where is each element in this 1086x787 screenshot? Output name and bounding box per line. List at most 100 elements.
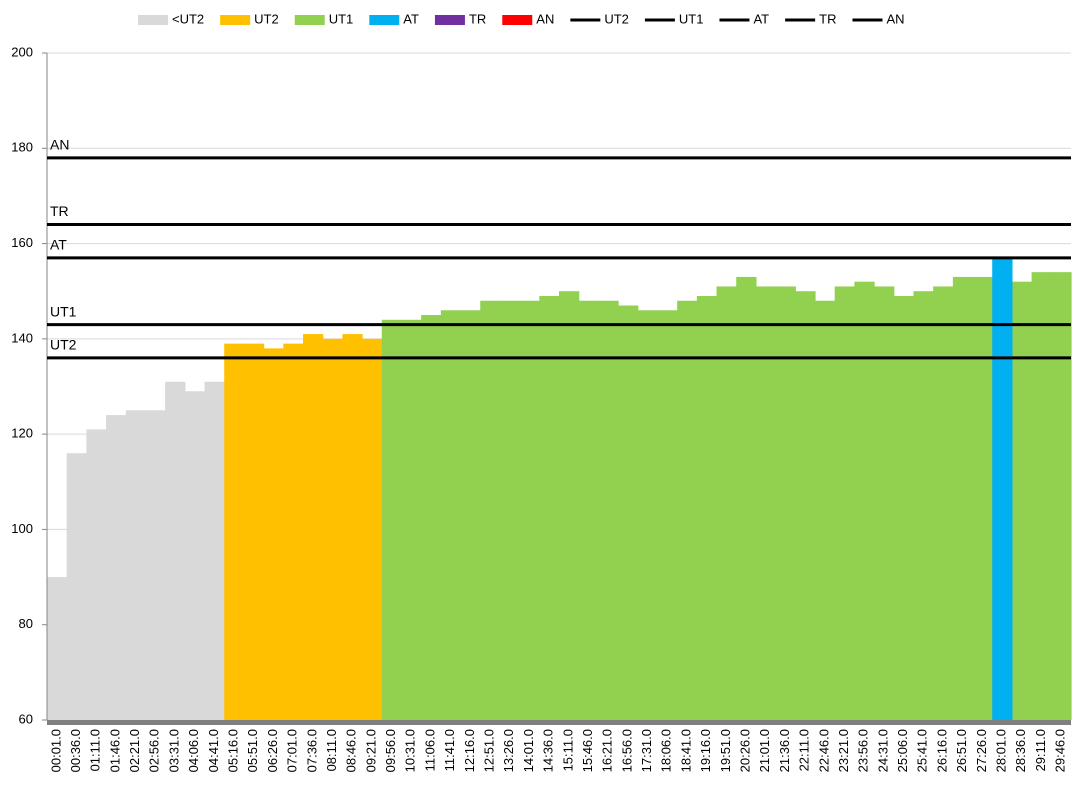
x-tick-label: 26:16.0 xyxy=(934,729,949,772)
x-tick-label: 19:16.0 xyxy=(698,729,713,772)
bar xyxy=(184,391,206,720)
y-tick-label: 100 xyxy=(11,521,33,536)
legend-label: <UT2 xyxy=(172,11,204,26)
legend-swatch xyxy=(369,15,400,25)
bar xyxy=(893,295,915,720)
bar xyxy=(499,300,521,720)
x-tick-label: 20:26.0 xyxy=(738,729,753,772)
bar xyxy=(874,286,895,720)
bar xyxy=(165,381,186,720)
bar xyxy=(86,429,107,720)
legend-label: TR xyxy=(469,11,486,26)
bar xyxy=(519,300,540,720)
x-tick-label: 28:01.0 xyxy=(994,729,1009,772)
bar xyxy=(204,381,225,720)
bar xyxy=(1011,281,1033,720)
x-tick-label: 25:06.0 xyxy=(895,729,910,772)
x-tick-label: 10:31.0 xyxy=(403,729,418,772)
x-tick-label: 18:06.0 xyxy=(659,729,674,772)
y-tick-label: 60 xyxy=(19,711,33,726)
bar xyxy=(66,453,87,720)
bar xyxy=(815,300,836,720)
x-tick-label: 15:46.0 xyxy=(580,729,595,772)
x-tick-label: 07:01.0 xyxy=(285,729,300,772)
x-tick-label: 11:41.0 xyxy=(442,729,457,771)
legend-label: TR xyxy=(819,11,836,26)
bar xyxy=(1031,272,1052,720)
x-tick-label: 11:06.0 xyxy=(422,729,437,771)
x-tick-label: 29:46.0 xyxy=(1053,729,1068,772)
x-tick-label: 21:36.0 xyxy=(777,729,792,772)
bar xyxy=(952,276,974,720)
bar xyxy=(657,310,678,720)
legend-label: AT xyxy=(753,11,769,26)
bar xyxy=(106,415,127,720)
legend-swatch xyxy=(502,15,533,25)
y-tick-label: 160 xyxy=(11,235,33,250)
threshold-label: AN xyxy=(50,137,69,153)
x-tick-label: 09:21.0 xyxy=(363,729,378,772)
x-tick-label: 14:36.0 xyxy=(541,729,556,772)
x-tick-label: 18:41.0 xyxy=(678,729,693,772)
y-tick-label: 140 xyxy=(11,330,33,345)
bar xyxy=(913,291,934,720)
bar xyxy=(795,291,816,720)
legend-label: AN xyxy=(886,11,904,26)
bar xyxy=(598,300,619,720)
bar xyxy=(480,300,501,720)
bar xyxy=(539,295,560,720)
bar xyxy=(716,286,737,720)
legend-label: UT1 xyxy=(329,11,354,26)
x-tick-label: 23:21.0 xyxy=(836,729,851,772)
bar xyxy=(696,295,718,720)
bar xyxy=(834,286,855,720)
x-tick-label: 09:56.0 xyxy=(383,729,398,772)
x-tick-label: 22:11.0 xyxy=(797,729,812,771)
x-tick-label: 04:06.0 xyxy=(186,729,201,772)
legend-label: AN xyxy=(536,11,554,26)
threshold-label: UT1 xyxy=(50,303,77,319)
x-tick-label: 23:56.0 xyxy=(856,729,871,772)
bar xyxy=(854,281,875,720)
bar xyxy=(362,338,383,720)
bar xyxy=(755,286,777,720)
bar xyxy=(243,343,265,720)
x-tick-label: 00:36.0 xyxy=(68,729,83,772)
legend-swatch xyxy=(434,15,465,25)
x-tick-label: 29:11.0 xyxy=(1033,729,1048,771)
bar xyxy=(401,319,422,720)
legend-label: AT xyxy=(403,11,419,26)
bar xyxy=(125,410,147,720)
bar xyxy=(224,343,245,720)
bar xyxy=(283,343,304,720)
threshold-label: TR xyxy=(50,203,69,219)
bar xyxy=(618,305,639,720)
bar xyxy=(578,300,599,720)
x-tick-label: 08:46.0 xyxy=(344,729,359,772)
x-tick-label: 06:26.0 xyxy=(265,729,280,772)
bar xyxy=(992,257,1013,720)
bar xyxy=(381,319,403,720)
bar xyxy=(933,286,954,720)
x-tick-label: 07:36.0 xyxy=(304,729,319,772)
y-tick-label: 180 xyxy=(11,140,33,155)
bar xyxy=(322,338,343,720)
x-tick-label: 04:41.0 xyxy=(206,729,221,772)
x-tick-label: 02:21.0 xyxy=(127,729,142,772)
x-tick-label: 15:11.0 xyxy=(560,729,575,771)
x-tick-label: 08:11.0 xyxy=(324,729,339,771)
bar xyxy=(775,286,796,720)
x-tick-label: 05:16.0 xyxy=(226,729,241,772)
bar xyxy=(460,310,481,720)
bar xyxy=(47,577,68,720)
x-tick-label: 12:16.0 xyxy=(462,729,477,772)
x-tick-label: 03:31.0 xyxy=(166,729,181,772)
threshold-label: AT xyxy=(50,237,67,253)
legend-swatch xyxy=(138,15,168,25)
x-tick-label: 16:21.0 xyxy=(600,729,615,772)
x-tick-label: 01:11.0 xyxy=(88,729,103,771)
bar xyxy=(1051,272,1072,720)
x-tick-label: 12:51.0 xyxy=(482,729,497,772)
x-tick-label: 13:26.0 xyxy=(501,729,516,772)
